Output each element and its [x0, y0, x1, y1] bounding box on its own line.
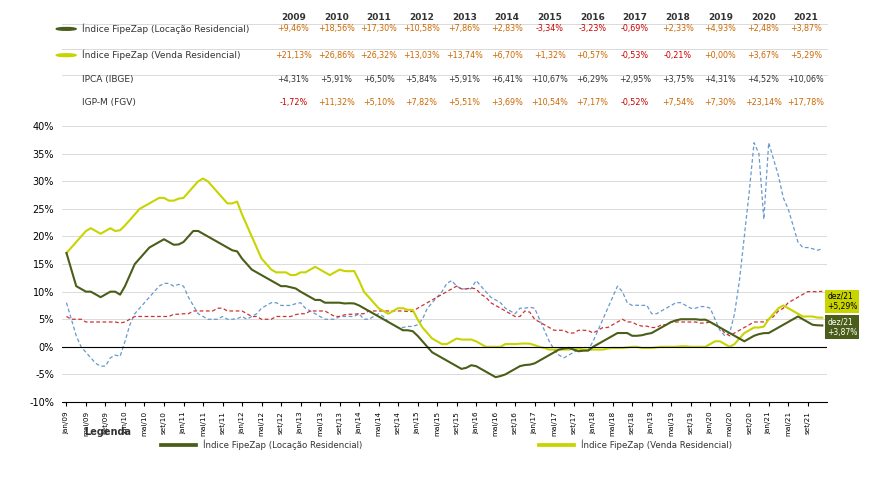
Text: 2017: 2017: [622, 13, 648, 22]
Text: +3,69%: +3,69%: [491, 98, 523, 107]
Text: +4,31%: +4,31%: [277, 75, 310, 84]
Text: +5,51%: +5,51%: [448, 98, 480, 107]
Text: +2,83%: +2,83%: [491, 24, 523, 33]
Text: 2019: 2019: [708, 13, 733, 22]
Text: +4,93%: +4,93%: [705, 24, 737, 33]
Circle shape: [56, 27, 77, 30]
Text: +5,84%: +5,84%: [406, 75, 437, 84]
Text: +18,56%: +18,56%: [318, 24, 355, 33]
Text: +5,91%: +5,91%: [448, 75, 480, 84]
Text: +4,31%: +4,31%: [705, 75, 737, 84]
Text: -3,23%: -3,23%: [578, 24, 606, 33]
Text: 2014: 2014: [495, 13, 519, 22]
Text: 2009: 2009: [281, 13, 306, 22]
Text: +13,03%: +13,03%: [403, 51, 440, 60]
Text: +4,52%: +4,52%: [747, 75, 779, 84]
Text: +17,30%: +17,30%: [361, 24, 397, 33]
Text: Índice FipeZap (Locação Residencial): Índice FipeZap (Locação Residencial): [82, 23, 249, 34]
Text: 2011: 2011: [366, 13, 392, 22]
Text: +6,70%: +6,70%: [491, 51, 523, 60]
Text: +26,86%: +26,86%: [318, 51, 355, 60]
Text: +10,67%: +10,67%: [532, 75, 568, 84]
Text: 2010: 2010: [324, 13, 348, 22]
Text: +7,86%: +7,86%: [448, 24, 480, 33]
Text: Legenda: Legenda: [84, 427, 132, 437]
Text: 2012: 2012: [409, 13, 434, 22]
Text: -0,53%: -0,53%: [621, 51, 649, 60]
Text: +6,50%: +6,50%: [363, 75, 395, 84]
Text: +6,29%: +6,29%: [576, 75, 608, 84]
Text: +1,32%: +1,32%: [534, 51, 566, 60]
Text: +6,41%: +6,41%: [491, 75, 523, 84]
Text: Índice FipeZap (Venda Residencial): Índice FipeZap (Venda Residencial): [82, 50, 240, 60]
Text: 2020: 2020: [751, 13, 775, 22]
Text: +17,78%: +17,78%: [788, 98, 825, 107]
Text: 2013: 2013: [451, 13, 477, 22]
Text: 2021: 2021: [794, 13, 818, 22]
Text: +5,91%: +5,91%: [320, 75, 352, 84]
Text: +3,67%: +3,67%: [747, 51, 779, 60]
Text: +0,00%: +0,00%: [705, 51, 737, 60]
Text: -1,72%: -1,72%: [279, 98, 308, 107]
Text: +10,06%: +10,06%: [788, 75, 825, 84]
Text: +7,54%: +7,54%: [662, 98, 693, 107]
Text: -0,69%: -0,69%: [621, 24, 649, 33]
Circle shape: [56, 54, 77, 57]
Text: +23,14%: +23,14%: [744, 98, 781, 107]
Text: +5,29%: +5,29%: [789, 51, 822, 60]
Text: +7,30%: +7,30%: [705, 98, 737, 107]
Text: 2016: 2016: [580, 13, 605, 22]
Text: IPCA (IBGE): IPCA (IBGE): [82, 75, 133, 84]
Text: +21,13%: +21,13%: [275, 51, 312, 60]
Text: +3,87%: +3,87%: [790, 24, 822, 33]
Text: +9,46%: +9,46%: [277, 24, 310, 33]
Text: +0,57%: +0,57%: [576, 51, 608, 60]
Text: -0,21%: -0,21%: [664, 51, 692, 60]
Text: +2,33%: +2,33%: [662, 24, 693, 33]
Text: +5,10%: +5,10%: [363, 98, 395, 107]
Text: +13,74%: +13,74%: [446, 51, 483, 60]
Text: -0,52%: -0,52%: [621, 98, 649, 107]
Text: Índice FipeZap (Venda Residencial): Índice FipeZap (Venda Residencial): [582, 440, 732, 450]
Text: 2018: 2018: [665, 13, 690, 22]
Text: dez/21
+3,87%: dez/21 +3,87%: [827, 317, 858, 337]
Text: dez/21
+5,29%: dez/21 +5,29%: [827, 292, 858, 311]
Text: +2,48%: +2,48%: [747, 24, 779, 33]
Text: +7,82%: +7,82%: [406, 98, 437, 107]
Text: IGP-M (FGV): IGP-M (FGV): [82, 98, 136, 107]
Text: +11,32%: +11,32%: [318, 98, 355, 107]
Text: +10,54%: +10,54%: [532, 98, 568, 107]
Text: +7,17%: +7,17%: [576, 98, 608, 107]
Text: Índice FipeZap (Locação Residencial): Índice FipeZap (Locação Residencial): [203, 440, 363, 450]
Text: +26,32%: +26,32%: [361, 51, 398, 60]
Text: -3,34%: -3,34%: [536, 24, 564, 33]
Text: +3,75%: +3,75%: [662, 75, 693, 84]
Text: +10,58%: +10,58%: [403, 24, 440, 33]
Text: 2015: 2015: [537, 13, 562, 22]
Text: +2,95%: +2,95%: [619, 75, 651, 84]
